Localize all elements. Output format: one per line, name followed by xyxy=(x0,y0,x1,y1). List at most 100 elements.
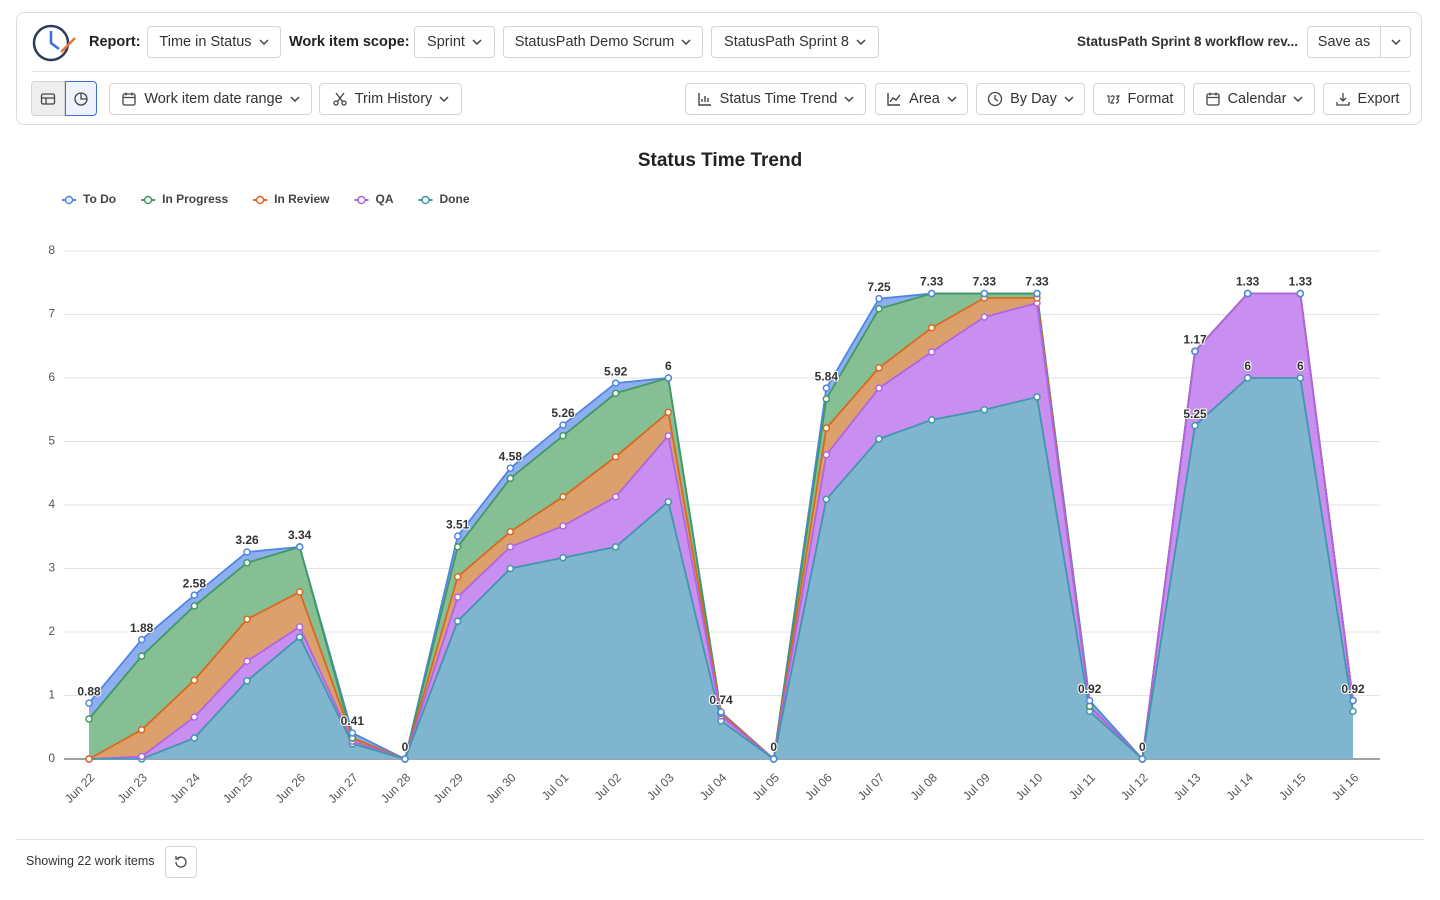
trim-history-button[interactable]: Trim History xyxy=(319,83,462,115)
refresh-button[interactable] xyxy=(165,846,197,878)
point xyxy=(137,635,146,644)
point xyxy=(611,543,620,551)
total-label: 7.33 xyxy=(920,275,944,289)
total-label: 5.26 xyxy=(551,406,575,420)
x-tick-label: Jul 09 xyxy=(960,770,993,803)
total-label: 3.34 xyxy=(288,528,312,542)
point xyxy=(927,324,936,332)
point xyxy=(927,289,936,298)
point xyxy=(137,752,146,761)
point xyxy=(1296,289,1305,298)
point xyxy=(506,527,515,536)
x-tick-label: Jul 16 xyxy=(1329,770,1362,803)
y-tick-label: 6 xyxy=(48,370,55,384)
data-label: 1.17 xyxy=(1183,333,1207,347)
format-button[interactable]: Format xyxy=(1093,83,1185,115)
point xyxy=(769,755,778,763)
x-tick-label: Jul 02 xyxy=(591,770,624,803)
y-tick-label: 3 xyxy=(48,561,55,575)
point xyxy=(1243,289,1252,298)
point xyxy=(190,602,199,610)
chart-style-select[interactable]: Area xyxy=(875,83,968,115)
export-button[interactable]: Export xyxy=(1323,83,1411,115)
legend-label: QA xyxy=(376,192,394,206)
report-select[interactable]: Time in Status xyxy=(147,26,281,58)
legend-marker xyxy=(64,195,74,205)
chart-title: Status Time Trend xyxy=(638,150,802,171)
x-tick-label: Jun 28 xyxy=(378,770,414,806)
save-menu-button[interactable] xyxy=(1380,26,1411,58)
point xyxy=(875,364,883,372)
x-tick-label: Jun 22 xyxy=(62,770,98,806)
scope-select[interactable]: Sprint xyxy=(414,26,495,58)
x-tick-label: Jul 10 xyxy=(1013,770,1046,803)
point xyxy=(243,548,251,556)
save-as-button[interactable]: Save as xyxy=(1307,26,1381,58)
total-label: 3.51 xyxy=(446,517,470,531)
total-label: 0.92 xyxy=(1341,682,1365,696)
point xyxy=(1033,289,1041,298)
point xyxy=(980,289,989,298)
point xyxy=(295,633,304,641)
point xyxy=(611,389,620,397)
total-label: 3.26 xyxy=(235,533,259,547)
point xyxy=(611,492,620,501)
point xyxy=(243,677,251,685)
point xyxy=(295,543,304,551)
point xyxy=(348,729,357,737)
point xyxy=(1191,421,1199,430)
report-label: Report: xyxy=(89,34,141,50)
data-label: 1.33 xyxy=(1289,275,1313,289)
point xyxy=(927,348,936,356)
total-label: 0 xyxy=(770,740,777,754)
x-tick-label: Jun 29 xyxy=(431,770,467,806)
point xyxy=(875,294,883,303)
calendar-select[interactable]: Calendar xyxy=(1193,83,1315,115)
x-tick-label: Jul 01 xyxy=(539,770,572,803)
point xyxy=(611,452,620,461)
point xyxy=(190,591,199,599)
toolbar-card xyxy=(16,12,1422,125)
table-view-toggle[interactable] xyxy=(31,81,65,116)
point xyxy=(559,553,567,562)
date-range-button[interactable]: Work item date range xyxy=(109,83,312,115)
point xyxy=(559,492,567,501)
point xyxy=(506,564,515,573)
chart-kind-select[interactable]: Status Time Trend xyxy=(685,83,866,115)
legend-marker xyxy=(357,195,366,205)
point xyxy=(559,432,567,440)
total-label: 0.88 xyxy=(77,684,101,698)
point xyxy=(1349,707,1357,716)
point xyxy=(1349,696,1357,705)
total-label: 1.88 xyxy=(130,621,154,635)
total-label: 0 xyxy=(402,740,409,754)
x-tick-label: Jul 12 xyxy=(1118,770,1151,803)
point xyxy=(453,543,462,551)
point xyxy=(875,384,883,392)
legend-label: Done xyxy=(440,192,470,206)
x-tick-label: Jul 14 xyxy=(1223,770,1256,803)
total-label: 7.33 xyxy=(1025,275,1049,289)
point xyxy=(875,435,883,443)
x-tick-label: Jul 05 xyxy=(749,770,782,803)
point xyxy=(717,708,725,716)
y-tick-label: 2 xyxy=(48,624,55,638)
data-label: 1.33 xyxy=(1236,275,1260,289)
item-count: Showing 22 work items xyxy=(26,854,155,868)
sprint-select[interactable]: StatusPath Sprint 8 xyxy=(711,26,879,58)
point xyxy=(295,623,304,631)
x-tick-label: Jul 07 xyxy=(855,770,888,803)
point xyxy=(664,408,673,417)
x-tick-label: Jul 11 xyxy=(1066,770,1098,802)
chart-view-toggle[interactable] xyxy=(65,81,97,116)
point xyxy=(453,617,462,625)
x-tick-label: Jul 08 xyxy=(907,770,940,803)
total-label: 6 xyxy=(665,359,672,373)
granularity-select[interactable]: By Day xyxy=(976,83,1085,115)
y-tick-label: 1 xyxy=(48,688,55,702)
point xyxy=(243,559,251,567)
x-tick-label: Jun 25 xyxy=(220,770,256,806)
project-select[interactable]: StatusPath Demo Scrum xyxy=(503,26,703,58)
